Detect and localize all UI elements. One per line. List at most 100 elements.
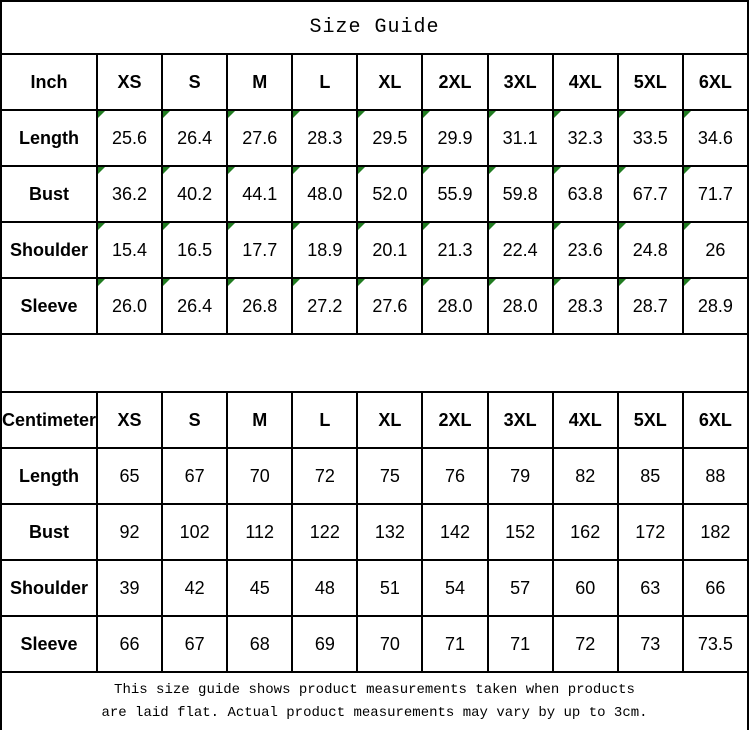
measurement-value: 57: [510, 577, 531, 598]
cm-measurement-cell: 48: [291, 559, 359, 617]
inch-measurement-cell: 28.3: [291, 109, 359, 167]
cm-measurement-cell: 172: [616, 503, 684, 561]
measurement-value: 48.0: [307, 183, 343, 204]
measurement-value: 69: [314, 633, 335, 654]
measurement-value: 71.7: [697, 183, 733, 204]
cm-measurement-cell: 51: [356, 559, 424, 617]
measurement-value: 31.1: [502, 127, 538, 148]
cm-size-header-xl: XL: [356, 391, 424, 449]
centimeter-table: Centimeter XS S M L XL 2XL 3XL 4XL 5XL 6XL Length 65…: [0, 391, 749, 673]
cm-size-header-xs: XS: [95, 391, 164, 449]
inch-measurement-cell: 20.1: [356, 221, 424, 279]
measurement-value: 27.2: [307, 295, 343, 316]
green-flag-triangle-icon: [554, 280, 561, 286]
cm-row-label-length: Length: [0, 447, 98, 505]
cm-measurement-cell: 65: [95, 447, 164, 505]
green-flag-triangle-icon: [424, 168, 431, 174]
cm-measurement-cell: 76: [421, 447, 489, 505]
measurement-value: 85: [640, 465, 661, 486]
inch-size-header-s: S: [161, 53, 229, 111]
inch-row-label-length: Length: [0, 109, 98, 167]
inch-measurement-cell: 22.4: [486, 221, 554, 279]
cm-row-label-bust: Bust: [0, 503, 98, 561]
inch-measurement-cell: 26.4: [161, 109, 229, 167]
measurement-value: 75: [379, 465, 400, 486]
measurement-value: 26.8: [242, 295, 278, 316]
footer-note-line-2: are laid flat. Actual product measuremen…: [101, 704, 648, 721]
inch-measurement-cell: 67.7: [616, 165, 684, 223]
inch-measurement-cell: 55.9: [421, 165, 489, 223]
measurement-value: 22.4: [502, 239, 538, 260]
measurement-value: 42: [184, 577, 205, 598]
inch-measurement-cell: 16.5: [161, 221, 229, 279]
measurement-value: 63: [640, 577, 661, 598]
measurement-value: 142: [439, 521, 471, 542]
cm-measurement-cell: 75: [356, 447, 424, 505]
inch-measurement-cell: 32.3: [551, 109, 619, 167]
footer-section: This size guide shows product measuremen…: [0, 671, 749, 730]
green-flag-triangle-icon: [164, 168, 171, 174]
cm-size-header-6xl: 6XL: [681, 391, 749, 449]
measurement-value: 60: [575, 577, 596, 598]
measurement-value: 17.7: [242, 239, 278, 260]
cm-size-header-5xl: 5XL: [616, 391, 684, 449]
measurement-value: 68: [249, 633, 270, 654]
measurement-value: 76: [445, 465, 466, 486]
inch-row-label-sleeve: Sleeve: [0, 277, 98, 335]
measurement-value: 59.8: [502, 183, 538, 204]
inch-row-label-bust: Bust: [0, 165, 98, 223]
measurement-value: 63.8: [567, 183, 603, 204]
inch-measurement-cell: 26.4: [161, 277, 229, 335]
inch-size-header-xl: XL: [356, 53, 424, 111]
inch-measurement-cell: 71.7: [681, 165, 749, 223]
cm-measurement-cell: 73.5: [681, 615, 749, 673]
measurement-value: 79: [510, 465, 531, 486]
green-flag-triangle-icon: [229, 280, 236, 286]
measurement-value: 33.5: [632, 127, 668, 148]
cm-measurement-cell: 66: [681, 559, 749, 617]
green-flag-triangle-icon: [99, 224, 105, 230]
cm-measurement-cell: 69: [291, 615, 359, 673]
measurement-value: 52.0: [372, 183, 408, 204]
green-flag-triangle-icon: [489, 112, 496, 118]
green-flag-triangle-icon: [684, 112, 691, 118]
measurement-value: 40.2: [177, 183, 213, 204]
title-row: Size Guide: [0, 0, 749, 55]
measurement-value: 67: [184, 633, 205, 654]
measurement-value: 25.6: [112, 127, 148, 148]
measurement-value: 122: [309, 521, 340, 542]
green-flag-triangle-icon: [359, 224, 366, 230]
measurement-value: 29.5: [372, 127, 408, 148]
green-flag-triangle-icon: [619, 168, 626, 174]
measurement-value: 51: [379, 577, 400, 598]
green-flag-triangle-icon: [424, 112, 431, 118]
measurement-value: 26.4: [177, 295, 213, 316]
cm-measurement-cell: 73: [616, 615, 684, 673]
cm-row-shoulder: Shoulder 39 42 45 48 51 54 57 60 63 66: [0, 559, 749, 617]
inch-header-row: Inch XS S M L XL 2XL 3XL 4XL 5XL 6XL: [0, 53, 749, 111]
green-flag-triangle-icon: [554, 224, 561, 230]
measurement-value: 28.0: [502, 295, 538, 316]
measurement-value: 55.9: [437, 183, 473, 204]
inch-measurement-cell: 28.0: [421, 277, 489, 335]
page-title: Size Guide: [0, 0, 749, 55]
inch-measurement-cell: 31.1: [486, 109, 554, 167]
green-flag-triangle-icon: [164, 224, 171, 230]
footer-row: This size guide shows product measuremen…: [0, 671, 749, 730]
green-flag-triangle-icon: [164, 112, 171, 118]
cm-size-header-l: L: [291, 391, 359, 449]
cm-measurement-cell: 70: [226, 447, 294, 505]
inch-measurement-cell: 63.8: [551, 165, 619, 223]
green-flag-triangle-icon: [359, 280, 366, 286]
inch-measurement-cell: 28.3: [551, 277, 619, 335]
inch-size-header-l: L: [291, 53, 359, 111]
cm-row-sleeve: Sleeve 66 67 68 69 70 71 71 72 73 73.5: [0, 615, 749, 673]
measurement-value: 162: [570, 521, 601, 542]
footer-note-line-1: This size guide shows product measuremen…: [114, 682, 635, 699]
green-flag-triangle-icon: [619, 224, 626, 230]
measurement-value: 67.7: [632, 183, 668, 204]
measurement-value: 28.0: [437, 295, 473, 316]
green-flag-triangle-icon: [489, 280, 496, 286]
measurement-value: 44.1: [242, 183, 278, 204]
